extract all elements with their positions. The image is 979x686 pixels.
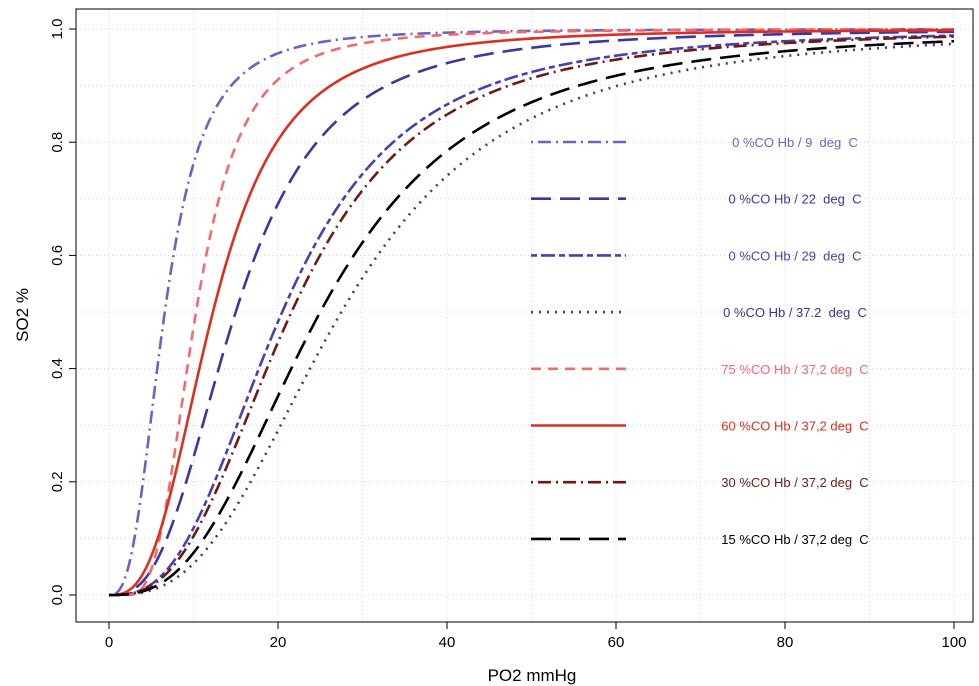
series-line-7 (109, 35, 955, 597)
legend-label-5: 75 %CO Hb / 37,2 deg C (721, 362, 868, 377)
series-line-5 (125, 28, 955, 597)
legend-label-8: 15 %CO Hb / 37,2 deg C (721, 532, 868, 547)
y-tick-label: 0.2 (49, 471, 66, 492)
legend: 0 %CO Hb / 9 deg C 0 %CO Hb / 22 deg C 0 %… (531, 135, 869, 547)
y-axis-title: SO2 % (13, 288, 32, 342)
series-line-2 (108, 30, 955, 597)
x-tick-label: 20 (270, 634, 287, 651)
y-tick-label: 0.6 (49, 245, 66, 266)
plot-frame (75, 8, 974, 623)
y-tick-label: 1.0 (49, 19, 66, 40)
y-axis: 0.0 0.2 0.4 0.6 0.8 1.0 (49, 19, 76, 606)
x-tick-label: 60 (608, 634, 625, 651)
legend-label-4: 0 %CO Hb / 37.2 deg C (723, 305, 867, 320)
series-line-1 (108, 27, 954, 597)
legend-label-7: 30 %CO Hb / 37,2 deg C (721, 475, 868, 490)
x-tick-label: 0 (105, 634, 113, 651)
y-tick-label: 0.0 (49, 585, 66, 606)
x-tick-label: 80 (777, 634, 794, 651)
y-tick-label: 0.8 (49, 132, 66, 153)
legend-label-2: 0 %CO Hb / 22 deg C (729, 192, 862, 207)
series-line-8 (109, 39, 955, 597)
curves (108, 27, 955, 597)
legend-label-1: 0 %CO Hb / 9 deg C (732, 135, 858, 150)
x-tick-label: 40 (439, 634, 456, 651)
legend-label-6: 60 %CO Hb / 37,2 deg C (721, 419, 868, 434)
y-tick-label: 0.4 (49, 358, 66, 379)
x-axis-title: PO2 mmHg (488, 666, 577, 685)
legend-label-3: 0 %CO Hb / 29 deg C (729, 248, 862, 263)
x-axis: 0 20 40 60 80 100 (105, 622, 967, 651)
series-line-6 (108, 29, 955, 597)
series-line-3 (109, 34, 955, 597)
x-tick-label: 100 (941, 634, 966, 651)
grid (76, 9, 973, 622)
